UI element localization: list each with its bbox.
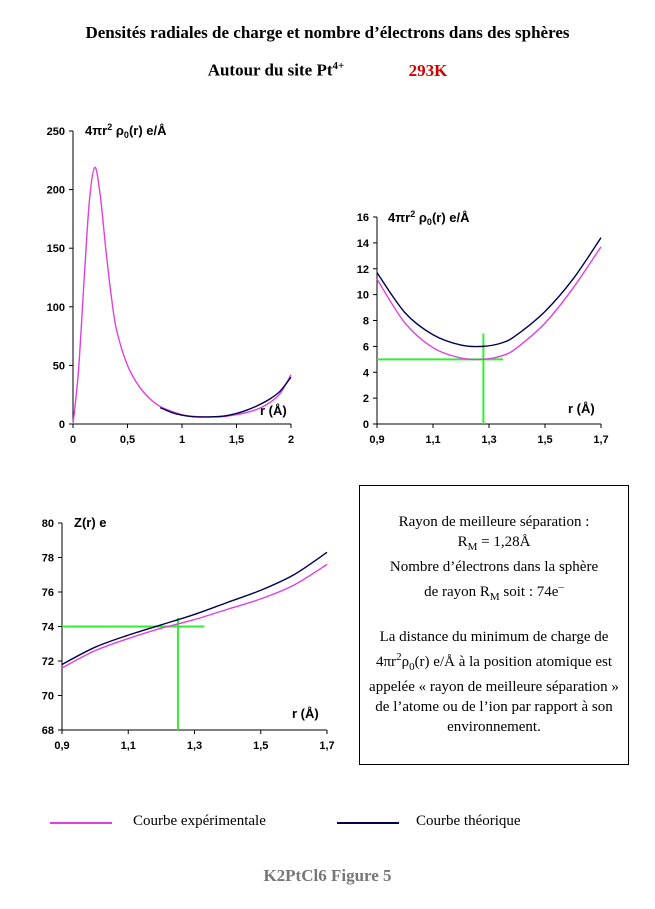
chart-3-x-tick-label: 1,7 bbox=[319, 740, 334, 752]
chart-2-x-tick-label: 1,1 bbox=[425, 434, 440, 446]
chart-2-y-tick-label: 16 bbox=[357, 212, 369, 224]
chart-1-series-experimental bbox=[72, 166, 292, 425]
chart-2-y-tick-label: 10 bbox=[357, 290, 369, 302]
chart-2-y-tick-label: 12 bbox=[357, 264, 369, 276]
figure-caption: K2PtCl6 Figure 5 bbox=[263, 866, 392, 885]
chart-1-y-tick-label: 250 bbox=[47, 126, 65, 138]
subtitle-charge: 4+ bbox=[332, 60, 345, 72]
chart-2-y-tick-label: 6 bbox=[363, 341, 369, 353]
chart-1-x-tick-label: 1,5 bbox=[229, 434, 244, 446]
chart-3-x-tick-label: 1,3 bbox=[187, 740, 202, 752]
chart-1-x-tick-label: 0 bbox=[70, 434, 76, 446]
chart-3-y-tick-label: 74 bbox=[42, 622, 55, 634]
chart-3-x-tick-label: 0,9 bbox=[54, 740, 69, 752]
chart-2-series-theoretical bbox=[376, 237, 602, 348]
chart-3-y-tick-label: 80 bbox=[42, 518, 54, 530]
temperature-label: 293K bbox=[408, 60, 448, 80]
chart-3-x-label: r (Å) bbox=[292, 706, 319, 721]
info-box: Rayon de meilleure séparation : RM = 1,2… bbox=[359, 485, 629, 765]
chart-3-x-tick-label: 1,5 bbox=[253, 740, 268, 752]
page-title: Densités radiales de charge et nombre d’… bbox=[85, 23, 570, 42]
chart-1-x-tick-label: 0,5 bbox=[120, 434, 135, 446]
chart-1-y-tick-label: 0 bbox=[59, 419, 65, 431]
legend-line-theoretical bbox=[337, 822, 399, 824]
chart-1-x-tick-label: 2 bbox=[288, 434, 294, 446]
chart-2-y-tick-label: 0 bbox=[363, 419, 369, 431]
chart-1-y-tick-label: 200 bbox=[47, 185, 65, 197]
chart-3-y-tick-label: 72 bbox=[42, 656, 54, 668]
chart-2-x-tick-label: 1,7 bbox=[593, 434, 608, 446]
info-line-1: Rayon de meilleure séparation : bbox=[398, 514, 590, 530]
chart-1-y-tick-label: 50 bbox=[53, 360, 65, 372]
chart-3-y-tick-label: 76 bbox=[42, 587, 54, 599]
subtitle-site: Autour du site Pt bbox=[207, 60, 333, 80]
chart-1-y-tick-label: 150 bbox=[47, 243, 65, 255]
chart-1-y-tick-label: 100 bbox=[47, 302, 65, 314]
chart-2-y-tick-label: 14 bbox=[357, 238, 370, 250]
chart-2-x-tick-label: 1,3 bbox=[481, 434, 496, 446]
info-paragraph: La distance du minimum de charge de 4πr2… bbox=[369, 629, 619, 735]
chart-3-y-tick-label: 78 bbox=[42, 553, 54, 565]
chart-2-y-tick-label: 4 bbox=[363, 367, 370, 379]
chart-3-series-experimental bbox=[61, 563, 328, 669]
chart-3-x-tick-label: 1,1 bbox=[121, 740, 136, 752]
chart-2-x-tick-label: 0,9 bbox=[369, 434, 384, 446]
subtitle: Autour du site Pt4+ 293K bbox=[0, 60, 655, 81]
chart-2-y-label: 4πr2 ρ0(r) e/Å bbox=[388, 209, 470, 227]
legend-label-theoretical: Courbe théorique bbox=[416, 813, 521, 829]
legend-line-experimental bbox=[50, 822, 112, 824]
chart-2-x-tick-label: 1,5 bbox=[537, 434, 552, 446]
legend-label-experimental: Courbe expérimentale bbox=[133, 813, 266, 829]
chart-1-x-label: r (Å) bbox=[260, 403, 287, 418]
chart-3-y-tick-label: 68 bbox=[42, 725, 54, 737]
chart-2-y-tick-label: 2 bbox=[363, 393, 369, 405]
chart-3-y-tick-label: 70 bbox=[42, 691, 54, 703]
chart-3-y-label: Z(r) e bbox=[74, 515, 107, 530]
info-line-3: Nombre d’électrons dans la sphère bbox=[389, 559, 599, 575]
info-line-rm: RM = 1,28Å bbox=[457, 534, 531, 553]
chart-1-x-tick-label: 1 bbox=[179, 434, 185, 446]
chart-2-x-label: r (Å) bbox=[568, 401, 595, 416]
chart-1-y-label: 4πr2 ρ0(r) e/Å bbox=[85, 122, 167, 140]
chart-1-series-theoretical bbox=[159, 376, 292, 418]
chart-3-series-theoretical bbox=[61, 551, 328, 666]
chart-2-y-tick-label: 8 bbox=[363, 316, 369, 328]
chart-2-series-experimental bbox=[376, 246, 602, 361]
info-line-4: de rayon RM soit : 74e– bbox=[424, 581, 564, 603]
